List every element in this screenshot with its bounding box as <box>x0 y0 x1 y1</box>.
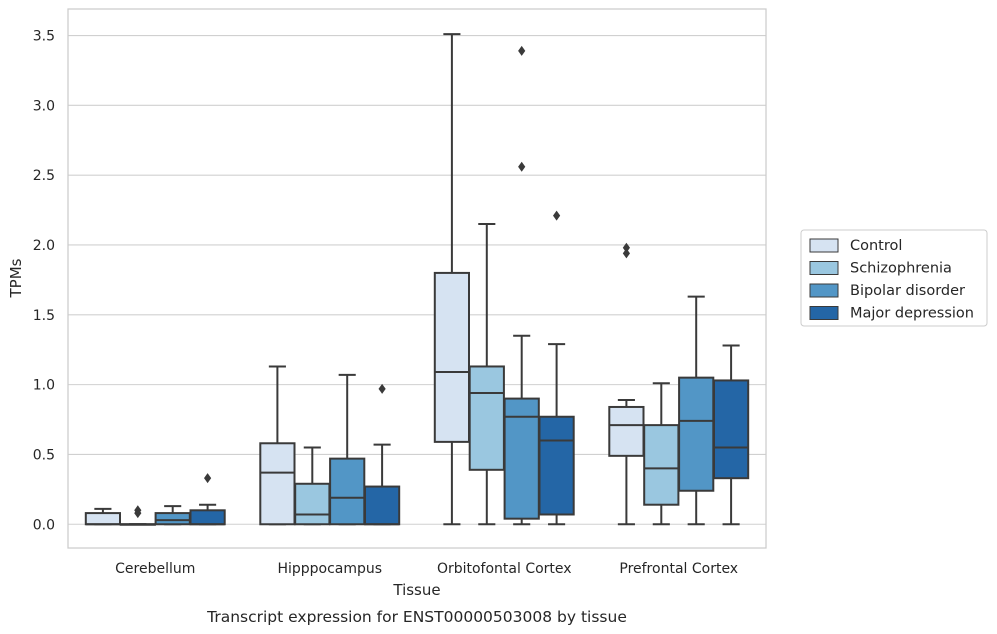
legend-label-control: Control <box>850 238 902 254</box>
plot-frame <box>67 8 767 549</box>
box-series <box>84 33 750 526</box>
y-tick-label: 0.0 <box>33 517 55 533</box>
iqr-box <box>538 415 575 516</box>
series-control <box>84 33 645 526</box>
y-tick-labels: 0.0 0.5 1.0 1.5 2.0 2.5 3.0 3.5 <box>33 29 55 534</box>
x-tick-label: Orbitofontal Cortex <box>437 561 572 577</box>
iqr-box <box>643 424 680 506</box>
y-tick-label: 3.5 <box>33 29 55 45</box>
outlier-point <box>622 248 630 259</box>
series-major-depression <box>189 210 750 526</box>
box-bipolar-disorder-orbitofontal-cortex <box>503 45 540 526</box>
outlier-point <box>518 45 526 56</box>
box-major-depression-cerebellum <box>189 473 226 526</box>
legend-label-bipolar-disorder: Bipolar disorder <box>850 283 965 299</box>
box-control-orbitofontal-cortex <box>433 33 471 526</box>
x-axis-label: Tissue <box>392 581 440 599</box>
outlier-point <box>518 161 526 172</box>
legend-label-major-depression: Major depression <box>850 306 974 322</box>
y-tick-label: 2.5 <box>33 168 55 184</box>
x-tick-label: Prefrontal Cortex <box>619 561 738 577</box>
box-schizophrenia-prefrontal-cortex <box>643 382 680 526</box>
legend-swatch-bipolar-disorder <box>809 283 839 298</box>
outlier-point <box>622 242 630 253</box>
outlier-point <box>134 505 142 516</box>
iqr-box <box>294 482 331 526</box>
iqr-box <box>468 365 505 471</box>
box-control-cerebellum <box>84 507 122 526</box>
box-major-depression-hipppocampus <box>363 383 401 526</box>
iqr-box <box>189 509 226 526</box>
outlier-point <box>378 383 386 394</box>
y-axis-label: TPMs <box>7 258 25 298</box>
chart-caption: Transcript expression for ENST0000050300… <box>206 608 627 626</box>
iqr-box <box>503 397 540 520</box>
iqr-box <box>712 379 750 480</box>
outlier-point <box>553 210 561 221</box>
x-tick-label: Cerebellum <box>115 561 195 577</box>
iqr-box <box>363 485 401 526</box>
iqr-box <box>608 405 645 457</box>
iqr-box <box>84 512 122 526</box>
box-bipolar-disorder-hipppocampus <box>329 373 366 526</box>
y-tick-label: 1.0 <box>33 378 55 394</box>
box-schizophrenia-cerebellum <box>119 505 156 526</box>
y-tick-label: 2.0 <box>33 238 55 254</box>
box-bipolar-disorder-cerebellum <box>154 505 191 526</box>
box-major-depression-orbitofontal-cortex <box>538 210 575 526</box>
legend-swatch-control <box>809 238 839 253</box>
iqr-box <box>433 271 471 443</box>
iqr-box <box>329 457 366 526</box>
grid-lines <box>68 34 766 525</box>
y-tick-label: 0.5 <box>33 447 55 463</box>
box-bipolar-disorder-prefrontal-cortex <box>678 295 715 526</box>
box-control-prefrontal-cortex <box>608 242 645 526</box>
iqr-box <box>154 512 191 526</box>
x-tick-labels: Cerebellum Hipppocampus Orbitofontal Corte… <box>115 561 738 577</box>
y-tick-label: 1.5 <box>33 308 55 324</box>
legend-swatch-major-depression <box>809 306 839 320</box>
iqr-box <box>678 376 715 492</box>
box-control-hipppocampus <box>259 365 296 526</box>
box-major-depression-prefrontal-cortex <box>712 344 750 526</box>
series-bipolar-disorder <box>154 45 715 526</box>
series-schizophrenia <box>119 223 680 526</box>
legend: Control Schizophrenia Bipolar disorder Majo… <box>800 229 988 327</box>
y-tick-label: 3.0 <box>33 98 55 114</box>
legend-swatch-schizophrenia <box>809 261 839 275</box>
iqr-box <box>259 442 296 526</box>
outlier-point <box>204 473 212 484</box>
box-schizophrenia-hipppocampus <box>294 446 331 526</box>
box-schizophrenia-orbitofontal-cortex <box>468 223 505 526</box>
x-tick-label: Hipppocampus <box>277 561 382 577</box>
legend-frame <box>800 229 988 327</box>
legend-label-schizophrenia: Schizophrenia <box>850 261 952 277</box>
